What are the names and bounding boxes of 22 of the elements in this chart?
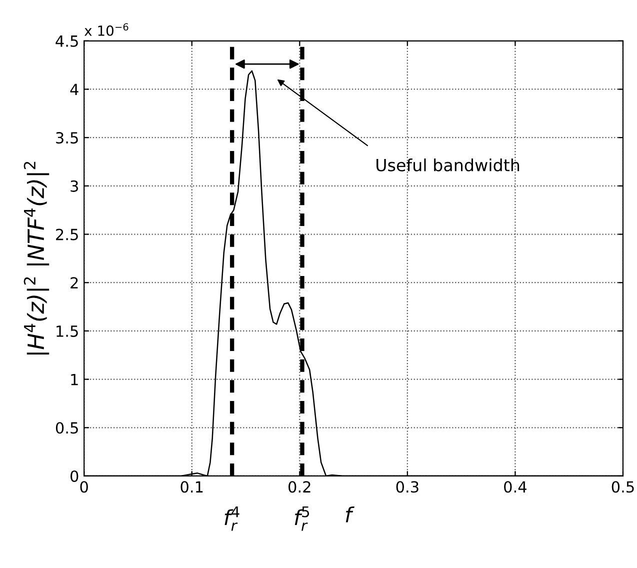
x-tick-label: 0.5 [612,481,634,493]
x-tick-label: 0.4 [504,481,526,493]
y-tick-label: 0 [70,470,78,482]
y-axis-title: |H$^{4}$(z)|$^{2}$ |NTF$^{4}$(z)|$^{2}$ [24,162,50,355]
x-tick-label: 0 [80,481,88,493]
x-tick-label: 0.3 [396,481,418,493]
y-tick-label: 4.5 [56,36,78,47]
text: x 10$^{−6}$ [84,23,128,36]
ref-line-label: f$^{4}$$_{r}$ [224,506,240,531]
y-tick-label: 1 [71,374,78,386]
ref-line-label: f$^{5}$$_{r}$ [294,506,310,531]
y-tick-label: 1.5 [56,326,78,337]
y-tick-label: 3 [70,180,78,192]
x-axis-title: f [346,506,354,522]
x-tick-label: 0.1 [180,481,203,493]
annotation: Useful bandwidth [376,158,520,172]
y-tick-label: 4 [70,84,78,96]
y-tick-label: 0.5 [56,422,78,434]
y-tick-label: 2.5 [56,228,78,240]
y-tick-label: 3.5 [56,132,78,144]
x-tick-label: 0.2 [288,481,310,493]
y-tick-label: 2 [70,277,78,288]
